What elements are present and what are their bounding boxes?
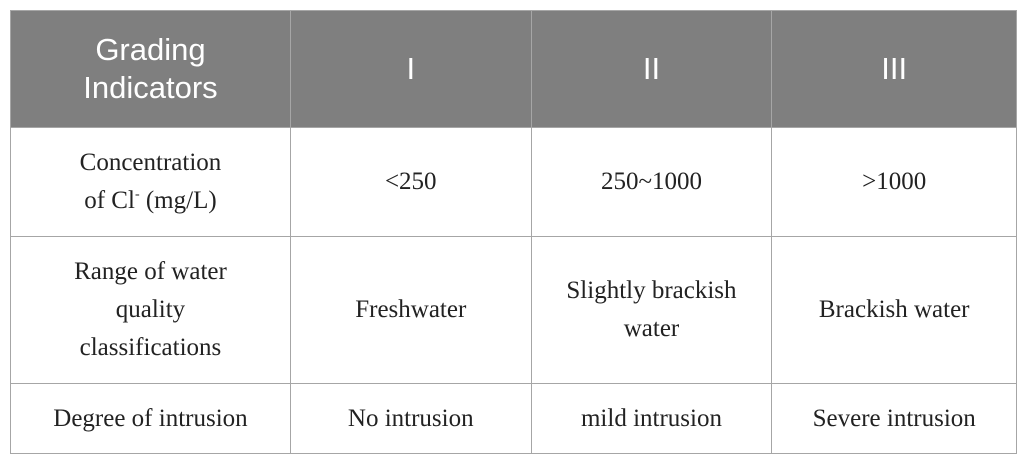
cell: 250~1000 [530, 127, 773, 237]
header-cell: I [289, 10, 532, 128]
cell-text: Slightly brackish water [566, 277, 737, 342]
cell: No intrusion [289, 383, 532, 454]
cell: <250 [289, 127, 532, 237]
header-cell: III [771, 10, 1017, 128]
header-row: Grading Indicators I II III [10, 10, 1017, 128]
row: Concentration of Cl- (mg/L) <250 250~100… [10, 127, 1017, 237]
cell: mild intrusion [530, 383, 773, 454]
unit: (mg/L) [145, 187, 217, 214]
cell: >1000 [771, 127, 1017, 237]
cell: Range of water quality classifications [10, 236, 291, 384]
cell-text: Range of water quality classifications [74, 258, 227, 361]
header-cell: II [530, 10, 773, 128]
header-cell: Grading Indicators [10, 10, 291, 128]
header-text: Grading Indicators [83, 32, 218, 105]
cell-text: Concentration of Cl [79, 149, 222, 214]
row: Range of water quality classifications F… [10, 236, 1017, 384]
cell: Degree of intrusion [10, 383, 291, 454]
row: Degree of intrusion No intrusion mild in… [10, 383, 1017, 454]
superscript: - [134, 187, 140, 202]
grading-table: Grading Indicators I II III Concentratio… [10, 10, 1017, 454]
cell: Freshwater [289, 236, 532, 384]
cell: Brackish water [771, 236, 1017, 384]
cell: Concentration of Cl- (mg/L) [10, 127, 291, 237]
cell: Severe intrusion [771, 383, 1017, 454]
cell: Slightly brackish water [530, 236, 773, 384]
